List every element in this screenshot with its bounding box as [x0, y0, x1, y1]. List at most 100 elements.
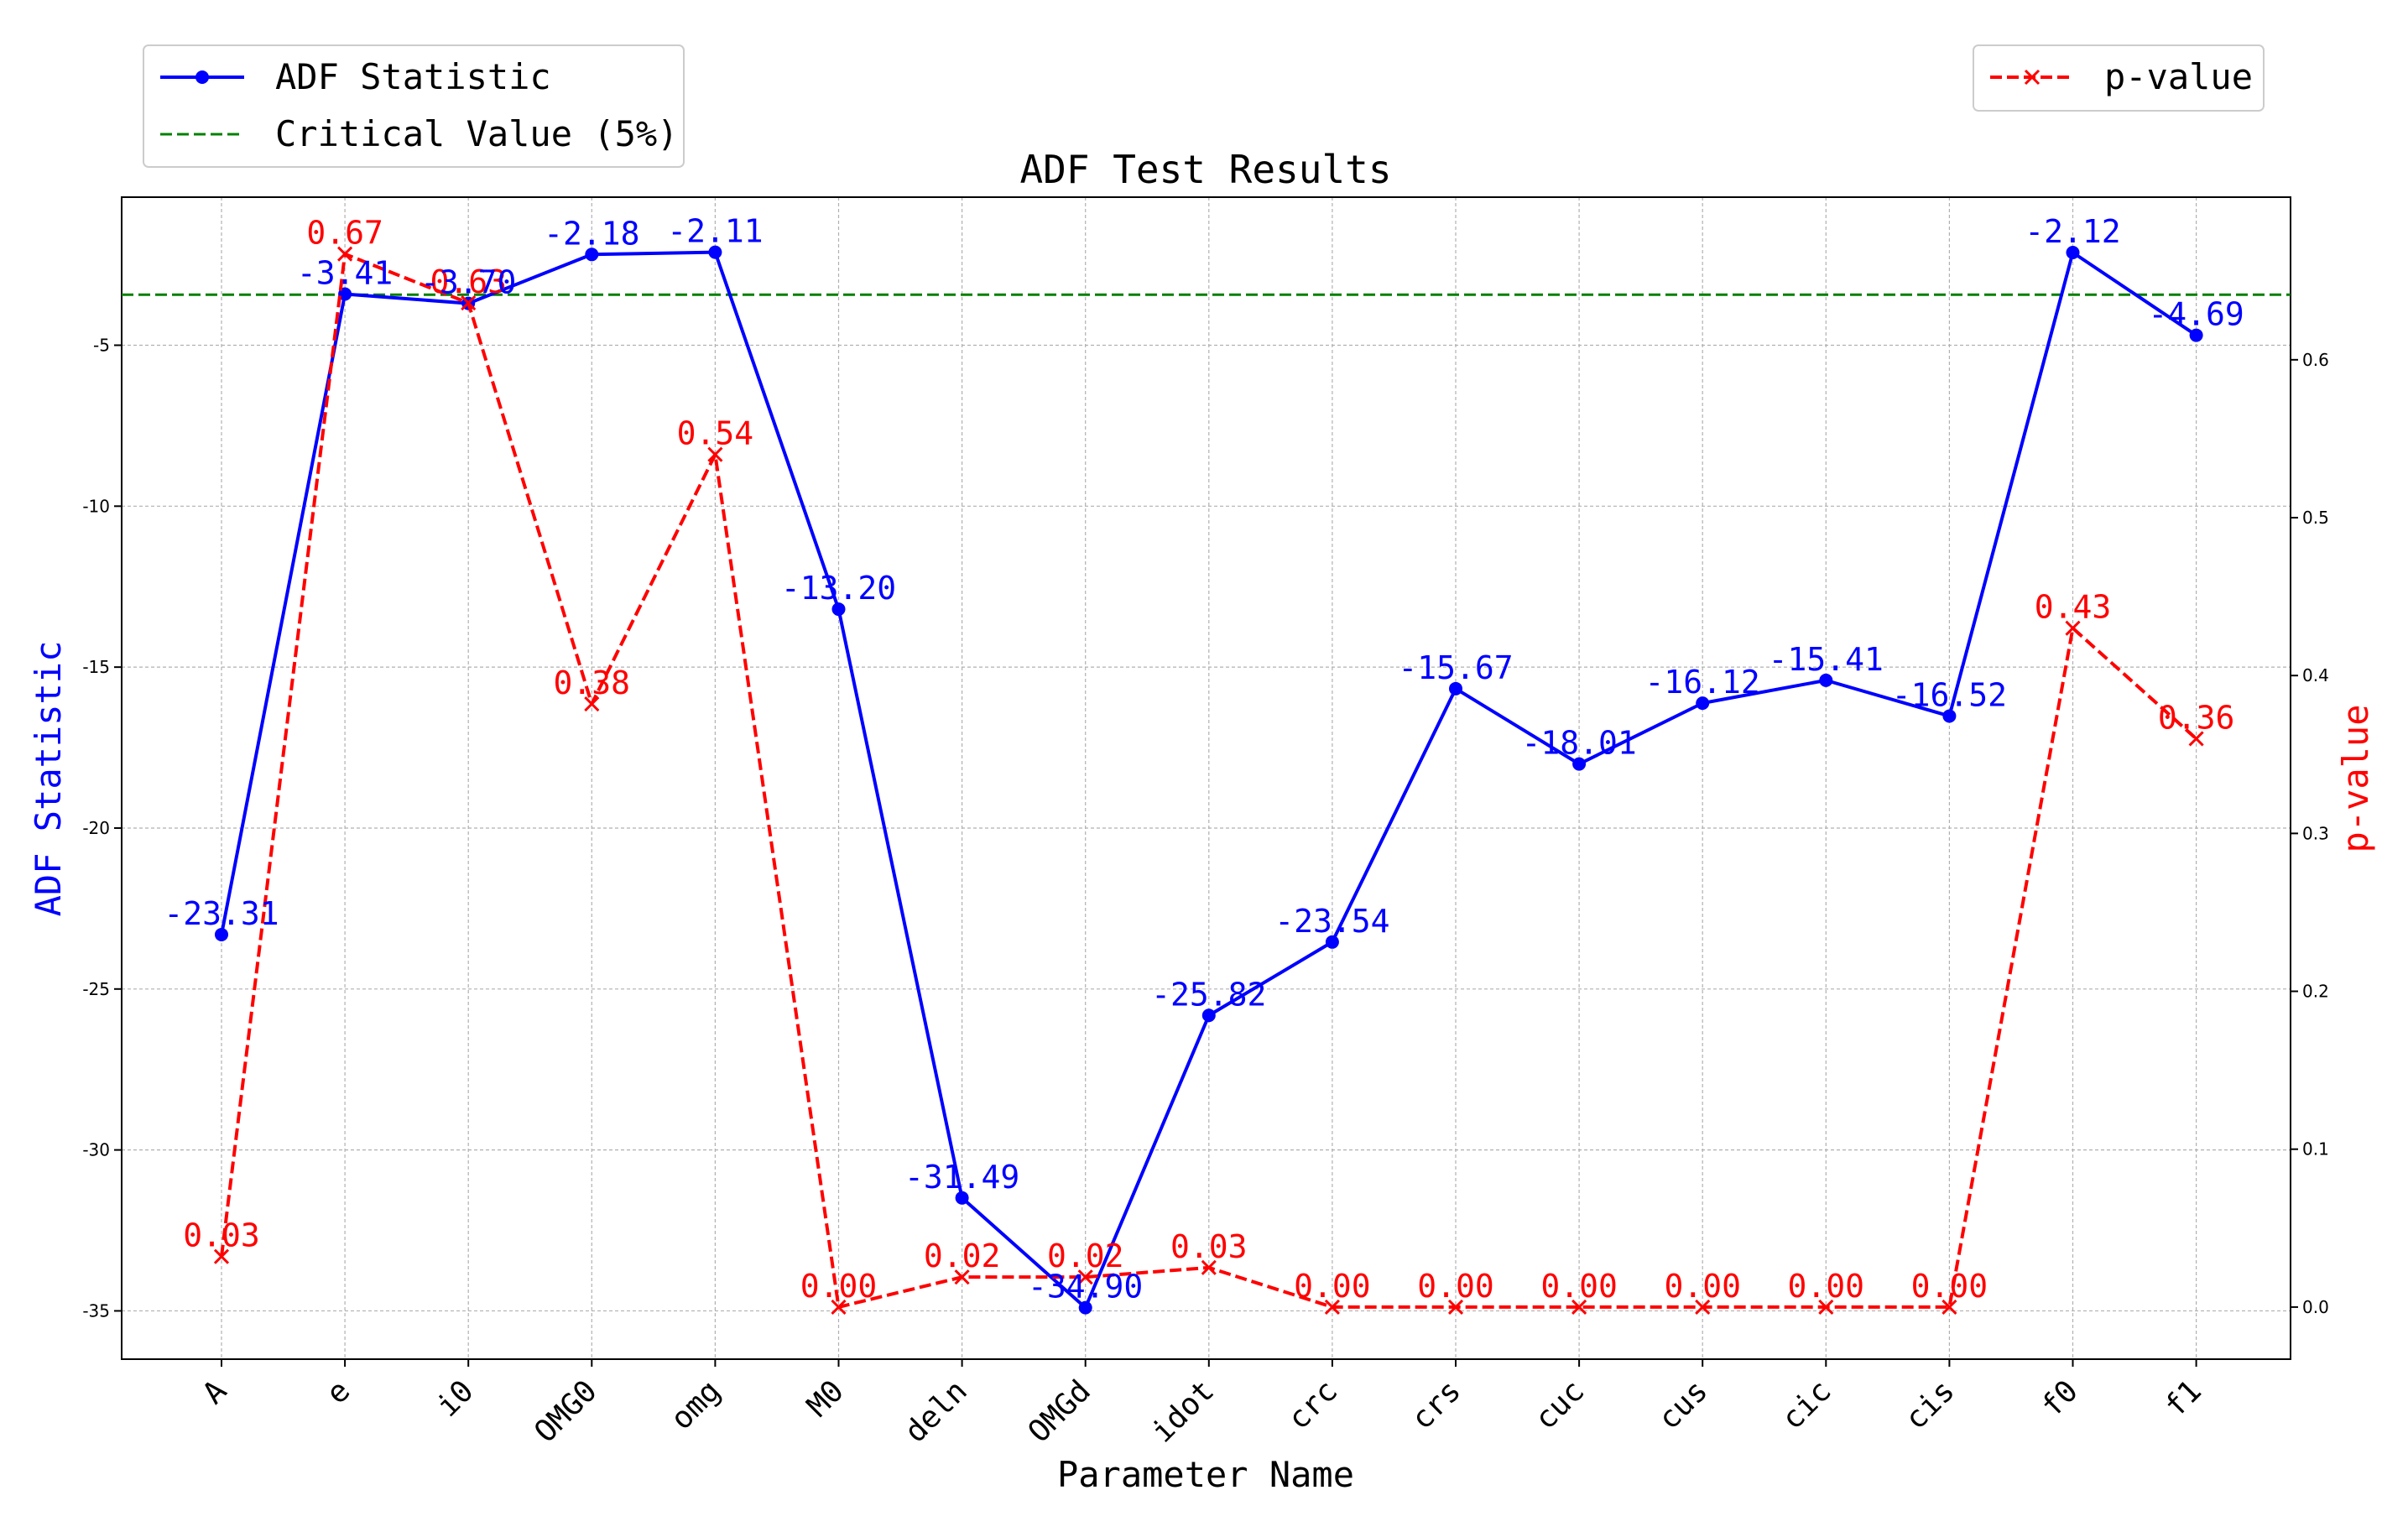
- p-value-data-label: 0.00: [1788, 1268, 1865, 1305]
- adf-point: [1449, 681, 1462, 696]
- legend-left-frame: [143, 44, 685, 168]
- right-y-axis: 0.0 0.1 0.2 0.3 0.4 0.5 0.6: [2291, 350, 2329, 1317]
- p-value-point: [2188, 731, 2204, 747]
- adf-data-label: -2.18: [544, 215, 639, 252]
- y-tick-label: -5: [93, 335, 110, 355]
- adf-data-label: -31.49: [904, 1159, 1019, 1196]
- p-value-point: [461, 295, 477, 311]
- adf-point: [215, 927, 228, 941]
- p-value-point: [2065, 620, 2081, 636]
- adf-data-label: -25.82: [1151, 976, 1266, 1013]
- p-value-data-label: 0.02: [924, 1238, 1001, 1274]
- p-value-point: [1447, 1299, 1464, 1315]
- y-tick-label: -20: [82, 818, 110, 838]
- legend-label-critical: Critical Value (5%): [275, 113, 678, 154]
- p-value-data-label: 0.00: [1911, 1268, 1988, 1305]
- adf-data-label: -18.01: [1521, 725, 1636, 762]
- p-value-point: [337, 246, 353, 262]
- adf-point: [2066, 245, 2080, 259]
- adf-data-label: -16.12: [1645, 664, 1760, 701]
- y2-tick-label: 0.0: [2302, 1297, 2329, 1317]
- adf-data-label: -15.41: [1769, 641, 1884, 678]
- legend-right: p-value: [1973, 44, 2265, 112]
- adf-data-label: -23.31: [164, 895, 279, 932]
- plot-frame: [121, 196, 2291, 1360]
- adf-point: [708, 245, 722, 259]
- adf-point: [1572, 757, 1587, 771]
- adf-data-label: -23.54: [1274, 903, 1389, 940]
- legend-marker-adf: [195, 70, 209, 84]
- p-value-data-label: 0.43: [2035, 589, 2112, 626]
- adf-statistic-series: [215, 245, 2203, 1315]
- adf-point: [1078, 1300, 1092, 1315]
- adf-point: [2189, 328, 2203, 342]
- y2-tick-label: 0.5: [2302, 508, 2329, 528]
- adf-point: [1819, 673, 1833, 687]
- adf-point: [955, 1191, 969, 1205]
- adf-point: [585, 248, 599, 262]
- p-value-data-label: 0.02: [1047, 1238, 1124, 1274]
- p-value-series: [213, 246, 2204, 1315]
- p-value-point: [707, 446, 723, 462]
- adf-data-label: -3.70: [420, 264, 516, 301]
- p-value-point: [584, 696, 600, 712]
- left-y-axis: -35 -30 -25 -20 -15 -10 -5: [82, 335, 122, 1321]
- adf-point: [1325, 935, 1339, 949]
- p-value-point: [1324, 1299, 1340, 1315]
- y2-tick-label: 0.2: [2302, 982, 2329, 1002]
- legend-left: ADF Statistic Critical Value (5%): [143, 44, 685, 168]
- adf-point: [1696, 696, 1710, 711]
- y2-axis-label: p-value: [2335, 704, 2376, 852]
- y-tick-label: -25: [82, 979, 110, 999]
- y-tick-label: -15: [82, 657, 110, 677]
- p-value-data-labels: 0.03 0.67 0.63 0.38 0.54 0.00 0.02 0.02 0.03 0.00…: [183, 215, 2234, 1305]
- adf-data-label: -2.11: [667, 213, 763, 250]
- legend-label-adf: ADF Statistic: [275, 56, 551, 97]
- p-value-point: [831, 1299, 847, 1315]
- adf-point: [831, 602, 846, 617]
- adf-data-label: -2.12: [2025, 213, 2120, 250]
- p-value-data-label: 0.00: [800, 1268, 878, 1305]
- legend-label-p: p-value: [2104, 56, 2253, 97]
- x-axis-label: Parameter Name: [1057, 1454, 1354, 1495]
- p-value-data-label: 0.03: [1170, 1228, 1248, 1265]
- p-value-data-label: 0.63: [430, 263, 507, 300]
- y-tick-label: -10: [82, 496, 110, 516]
- p-value-point: [1077, 1269, 1093, 1285]
- p-value-data-label: 0.00: [1294, 1268, 1371, 1305]
- p-value-data-label: 0.67: [306, 215, 383, 252]
- grid-lines: [122, 197, 2291, 1359]
- y-tick-label: -30: [82, 1140, 110, 1160]
- p-value-data-label: 0.54: [677, 415, 754, 452]
- y2-tick-label: 0.4: [2302, 665, 2329, 685]
- p-value-point: [1818, 1299, 1834, 1315]
- p-value-point: [1942, 1299, 1957, 1315]
- p-value-data-label: 0.00: [1540, 1268, 1618, 1305]
- adf-data-label: -16.52: [1892, 676, 2007, 713]
- adf-data-label: -15.67: [1398, 649, 1513, 686]
- legend-right-frame: [1973, 44, 2265, 112]
- p-value-data-label: 0.36: [2158, 699, 2235, 736]
- p-value-data-label: 0.00: [1664, 1268, 1741, 1305]
- p-value-point: [1571, 1299, 1587, 1315]
- chart-title: ADF Test Results: [1019, 147, 1391, 192]
- y-axis-label: ADF Statistic: [28, 641, 69, 917]
- p-value-point: [1201, 1259, 1217, 1275]
- adf-point: [1942, 709, 1957, 723]
- p-value-point: [1695, 1299, 1711, 1315]
- legend-marker-p: [2024, 69, 2041, 86]
- adf-data-label: -4.69: [2148, 296, 2244, 333]
- adf-data-label: -3.41: [297, 254, 393, 291]
- adf-data-label: -13.20: [781, 570, 896, 607]
- p-value-point: [213, 1248, 230, 1264]
- p-value-data-label: 0.00: [1417, 1268, 1494, 1305]
- p-value-data-label: 0.38: [554, 664, 631, 701]
- y2-tick-label: 0.6: [2302, 350, 2329, 370]
- y2-tick-label: 0.1: [2302, 1139, 2329, 1159]
- y-tick-label: -35: [82, 1300, 110, 1321]
- adf-data-labels: -23.31 -3.41 -3.70 -2.18 -2.11 -13.20 -31.49 -3…: [164, 213, 2244, 1305]
- p-value-data-label: 0.03: [183, 1217, 260, 1254]
- y2-tick-label: 0.3: [2302, 823, 2329, 843]
- adf-point: [1201, 1008, 1216, 1023]
